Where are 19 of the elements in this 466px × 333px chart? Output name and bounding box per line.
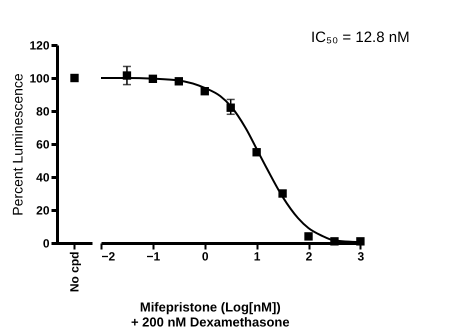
annotation: IC₅₀ = 12.8 nM bbox=[311, 29, 410, 46]
point bbox=[304, 232, 313, 241]
y-axis-title: Percent Luminescence bbox=[9, 73, 26, 216]
x-tick-label: 1 bbox=[254, 250, 261, 264]
y-tick-label: 60 bbox=[36, 138, 50, 152]
x-tick-label: No cpd bbox=[68, 252, 82, 292]
x-tick-label: 2 bbox=[306, 250, 313, 264]
x-tick-label: −2 bbox=[102, 250, 116, 264]
point bbox=[356, 237, 365, 246]
y-tick-label: 40 bbox=[36, 170, 50, 184]
y-tick-label: 100 bbox=[29, 72, 50, 86]
x-tick-label: −1 bbox=[146, 250, 161, 264]
x-tick-label: 3 bbox=[358, 250, 365, 264]
x-axis-title: Mifepristone (Log[nM]) + 200 nM Dexamethasone bbox=[130, 300, 290, 330]
y-tick-label: 80 bbox=[36, 104, 50, 118]
x-tick-label: 0 bbox=[202, 250, 209, 264]
y-tick-label: 20 bbox=[36, 204, 50, 218]
y-tick-label: 120 bbox=[29, 38, 50, 52]
y-tick-label: 0 bbox=[42, 236, 50, 250]
